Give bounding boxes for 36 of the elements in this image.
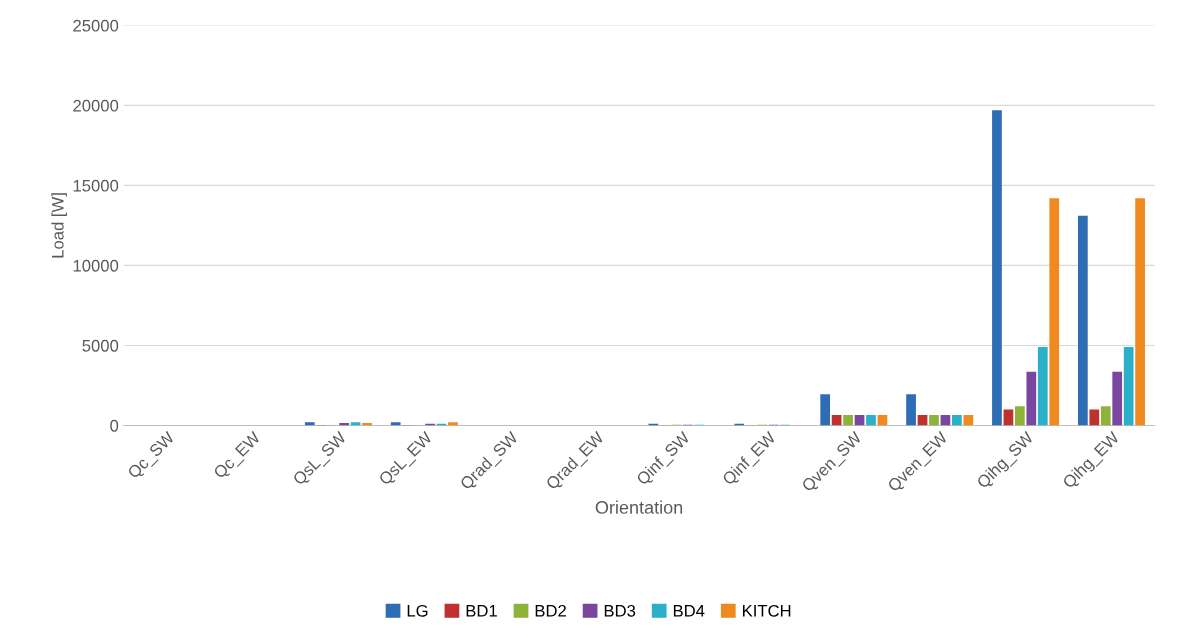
bar	[1112, 371, 1123, 426]
y-tick-label: 25000	[73, 19, 119, 32]
bar	[390, 422, 401, 426]
bar	[448, 422, 458, 426]
bar	[952, 415, 962, 426]
bar	[1026, 371, 1037, 426]
bar	[304, 422, 315, 426]
bar	[1077, 215, 1088, 426]
legend-label: BD4	[673, 605, 705, 617]
y-tick-label: 5000	[82, 339, 119, 352]
x-axis-title: Orientation	[595, 500, 683, 514]
legend-label: BD2	[535, 604, 566, 617]
bar	[1003, 409, 1014, 426]
y-axis-title: Load [W]	[51, 193, 67, 258]
bar	[1089, 409, 1100, 426]
y-tick-label: 0	[110, 419, 119, 432]
legend-label: BD3	[604, 604, 636, 617]
bar	[1123, 347, 1134, 426]
legend-label: LG	[407, 604, 428, 617]
bar	[1100, 406, 1111, 426]
bar	[820, 394, 831, 426]
bar	[929, 415, 939, 426]
bar	[1049, 198, 1060, 426]
bar	[1135, 198, 1145, 426]
legend-label: KITCH	[742, 604, 791, 617]
bar	[992, 110, 1002, 426]
legend-label: BD1	[466, 605, 497, 617]
bar	[1037, 347, 1048, 426]
bar	[1015, 406, 1025, 426]
bar	[963, 415, 974, 426]
bar	[866, 415, 876, 426]
y-tick-label: 15000	[73, 179, 119, 192]
bar	[906, 394, 916, 426]
y-tick-label: 10000	[73, 259, 119, 272]
y-tick-label: 20000	[73, 99, 119, 112]
bar	[843, 415, 853, 426]
